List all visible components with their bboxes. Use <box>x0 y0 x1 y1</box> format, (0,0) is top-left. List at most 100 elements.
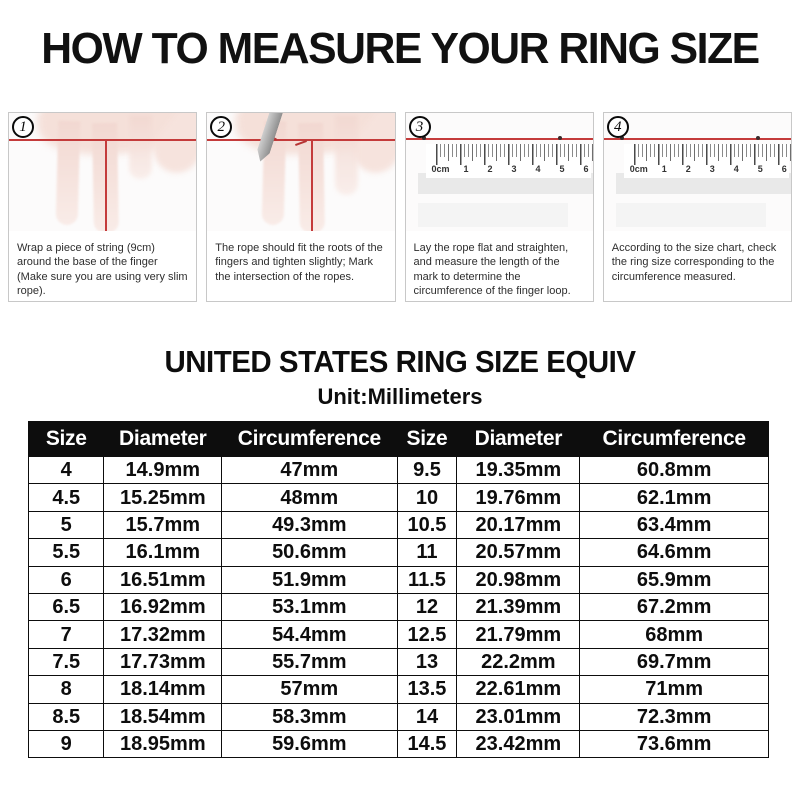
ruler-numbers: 0cm 1 2 3 4 5 6 <box>426 164 591 176</box>
table-cell: 7.5 <box>27 647 105 677</box>
size-table-body: 4 14.9mm 47mm 9.5 19.35mm 60.8mm 4.5 15.25mm 48m… <box>27 455 769 759</box>
header-size: Size <box>27 421 105 457</box>
table-cell: 20.57mm <box>456 538 581 567</box>
ruler-number: 4 <box>535 164 541 174</box>
ruler-number: 3 <box>511 164 517 174</box>
table-cell: 62.1mm <box>579 483 769 512</box>
table-cell: 11.5 <box>396 565 458 594</box>
table-row: 7.5 17.73mm 55.7mm 13 22.2mm 69.7mm <box>27 647 769 677</box>
size-chart-subtitle: Unit:Millimeters <box>317 384 483 409</box>
steps-row: 1 Wrap a piece of string (9cm) around th… <box>8 112 792 302</box>
table-cell: 9 <box>27 729 105 759</box>
table-row: 8.5 18.54mm 58.3mm 14 23.01mm 72.3mm <box>27 702 769 731</box>
step-panel-3: 0cm 1 2 3 4 5 6 3 Lay the rope flat and straig… <box>404 112 594 302</box>
table-row: 8 18.14mm 57mm 13.5 22.61mm 71mm <box>27 675 769 704</box>
table-cell: 11 <box>396 538 458 567</box>
step-number-badge: 1 <box>12 116 34 138</box>
red-string-vertical <box>105 140 107 231</box>
ruler-number: 5 <box>757 164 763 174</box>
table-cell: 16.92mm <box>103 592 223 622</box>
size-chart-table-wrap: Size Diameter Circumference Size Diamete… <box>27 421 769 759</box>
table-cell: 54.4mm <box>221 620 398 649</box>
step-caption: According to the size chart, check the r… <box>603 231 791 301</box>
table-cell: 5.5 <box>27 538 105 567</box>
table-cell: 69.7mm <box>579 647 769 677</box>
page-title: HOW TO MEASURE YOUR RING SIZE <box>41 24 760 73</box>
ruler-number: 0cm <box>431 164 450 174</box>
ruler-illustration: 0cm 1 2 3 4 5 6 <box>405 113 593 231</box>
table-cell: 12.5 <box>396 620 458 649</box>
table-cell: 55.7mm <box>221 647 398 677</box>
size-chart-table: Size Diameter Circumference Size Diamete… <box>27 421 769 759</box>
table-cell: 59.6mm <box>221 729 398 759</box>
step-caption: Wrap a piece of string (9cm) around the … <box>9 231 197 301</box>
ruler-shadow-light <box>417 203 568 227</box>
table-cell: 65.9mm <box>579 565 769 594</box>
table-row: 9 18.95mm 59.6mm 14.5 23.42mm 73.6mm <box>27 729 769 759</box>
ruler: 0cm 1 2 3 4 5 6 <box>623 144 791 178</box>
ruler-number: 1 <box>463 164 469 174</box>
ruler-shadow <box>417 173 593 194</box>
table-cell: 22.2mm <box>456 647 581 677</box>
hand-string-illustration <box>9 113 197 231</box>
step-panel-4: 0cm 1 2 3 4 5 6 4 According to the size chart,… <box>602 112 792 302</box>
table-cell: 15.7mm <box>103 510 223 540</box>
table-cell: 20.98mm <box>456 565 581 594</box>
ruler-number: 2 <box>487 164 493 174</box>
table-cell: 16.51mm <box>103 565 223 594</box>
step-number-badge: 4 <box>606 116 629 138</box>
table-cell: 48mm <box>221 483 398 512</box>
finger-shape <box>335 115 359 195</box>
string-mark <box>755 136 760 140</box>
table-cell: 19.76mm <box>456 483 581 512</box>
size-chart-title: UNITED STATES RING SIZE EQUIV <box>164 344 636 379</box>
ruler-ticks-major <box>633 144 791 165</box>
table-cell: 14.5 <box>396 729 458 759</box>
table-cell: 10.5 <box>396 510 458 540</box>
table-cell: 53.1mm <box>221 592 398 622</box>
ruler-numbers: 0cm 1 2 3 4 5 6 <box>624 164 789 176</box>
ruler-number: 0cm <box>629 164 648 174</box>
ruler-illustration: 0cm 1 2 3 4 5 6 <box>603 113 791 231</box>
table-row: 4.5 15.25mm 48mm 10 19.76mm 62.1mm <box>27 483 769 512</box>
header-diameter-2: Diameter <box>456 421 581 457</box>
table-cell: 13.5 <box>396 675 458 704</box>
table-cell: 8 <box>27 675 105 704</box>
table-cell: 57mm <box>221 675 398 704</box>
table-cell: 51.9mm <box>221 565 398 594</box>
step-number-badge: 2 <box>210 116 233 138</box>
header-circumference-2: Circumference <box>579 421 769 457</box>
ruler-number: 1 <box>661 164 667 174</box>
table-cell: 13 <box>396 647 458 677</box>
table-cell: 20.17mm <box>456 510 581 540</box>
table-cell: 8.5 <box>27 702 105 731</box>
red-string-line <box>603 138 791 140</box>
table-cell: 21.39mm <box>456 592 581 622</box>
ruler-number: 3 <box>709 164 715 174</box>
table-cell: 21.79mm <box>456 620 581 649</box>
red-string-vertical <box>311 140 314 231</box>
table-cell: 67.2mm <box>579 592 769 622</box>
table-cell: 14 <box>396 702 458 731</box>
table-cell: 6 <box>27 565 105 594</box>
string-mark <box>619 136 624 140</box>
finger-shape <box>129 115 152 179</box>
table-cell: 12 <box>396 592 458 622</box>
table-cell: 15.25mm <box>103 483 223 512</box>
string-mark <box>557 136 562 140</box>
step-caption: Lay the rope flat and straighten, and me… <box>405 231 593 301</box>
finger-shape <box>55 120 81 226</box>
table-cell: 4 <box>27 455 105 485</box>
red-string-line <box>9 139 197 141</box>
table-cell: 58.3mm <box>221 702 398 731</box>
table-cell: 17.32mm <box>103 620 223 649</box>
table-cell: 6.5 <box>27 592 105 622</box>
table-cell: 72.3mm <box>579 702 769 731</box>
table-cell: 9.5 <box>396 455 458 485</box>
table-cell: 49.3mm <box>221 510 398 540</box>
table-cell: 73.6mm <box>579 729 769 759</box>
red-string-line <box>405 138 593 140</box>
table-cell: 22.61mm <box>456 675 581 704</box>
ruler-shadow <box>615 173 791 194</box>
ruler-number: 4 <box>733 164 739 174</box>
